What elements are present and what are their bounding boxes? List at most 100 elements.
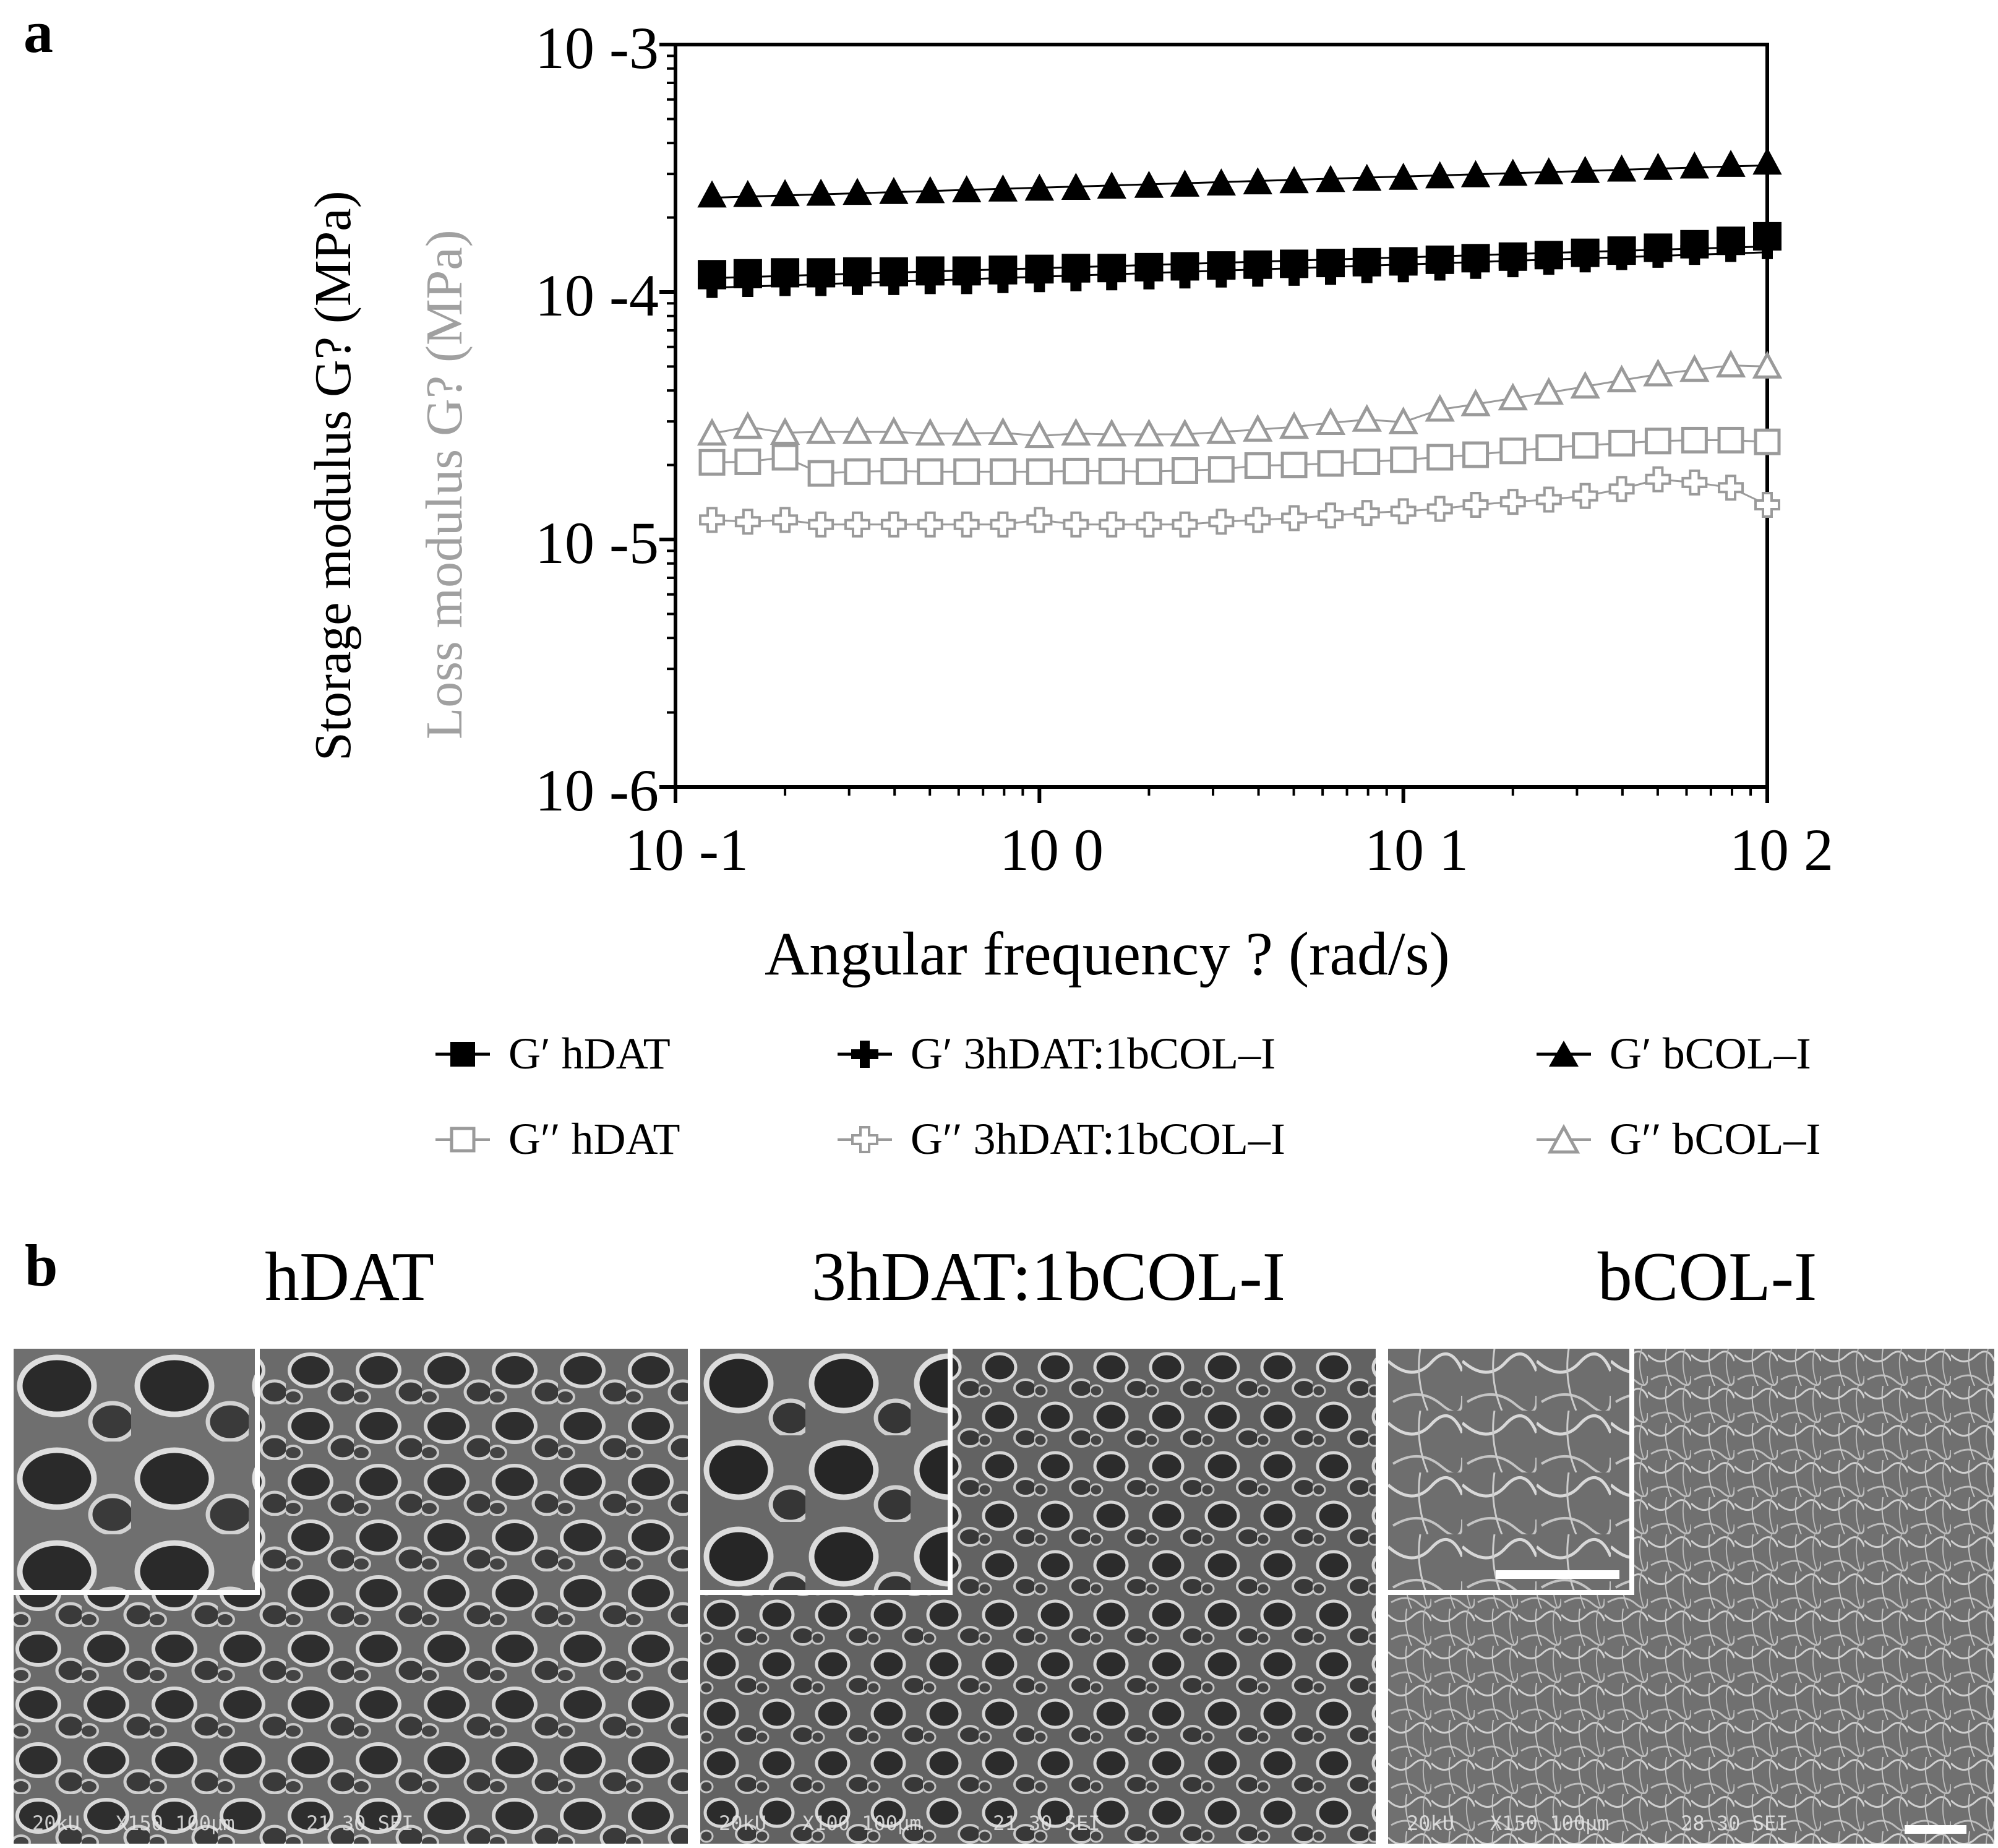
data-point-gp_col xyxy=(915,176,945,204)
data-point-gp_col xyxy=(1170,170,1200,197)
data-point-gpp_col xyxy=(1352,404,1382,432)
data-point-gp_col xyxy=(806,178,836,206)
data-point-gp_mix xyxy=(879,266,908,295)
data-point-gpp_col xyxy=(878,416,909,444)
data-point-gpp_hdat xyxy=(1717,426,1744,453)
legend-item-gpp-mix: G′′ 3hDAT:1bCOL–I xyxy=(835,1114,1285,1165)
data-point-gpp_col xyxy=(1206,416,1237,444)
data-point-gpp_hdat xyxy=(1062,457,1089,484)
data-point-gpp_hdat xyxy=(953,458,980,485)
micrograph-title-hdat: hDAT xyxy=(265,1239,434,1315)
legend-label: G′ 3hDAT:1bCOL–I xyxy=(911,1029,1276,1078)
data-point-gpp_col xyxy=(1715,350,1746,378)
data-point-gpp_hdat xyxy=(1644,428,1671,455)
data-point-gpp_hdat xyxy=(1207,456,1235,483)
data-point-gpp_hdat xyxy=(1572,432,1599,459)
data-point-gpp_col xyxy=(770,417,800,445)
data-point-gp_col xyxy=(1206,168,1236,196)
data-point-gp_mix xyxy=(1534,246,1563,275)
data-point-gp_col xyxy=(1498,158,1528,186)
sem-info-bar: 20kU X150 100μm 21 30 SEI xyxy=(32,1811,414,1835)
x-tick-label: 10 1 xyxy=(1365,817,1468,883)
data-point-gpp_col xyxy=(1315,407,1346,435)
data-point-gpp_hdat xyxy=(844,458,871,485)
x-tick-label: 10 0 xyxy=(1000,817,1104,883)
plot-frame xyxy=(674,43,1769,789)
data-point-gp_mix xyxy=(1461,250,1490,279)
data-point-gp_col xyxy=(733,179,763,207)
data-point-gp_col xyxy=(1534,157,1564,184)
x-tick-label: 10 2 xyxy=(1730,817,1833,883)
data-point-gp_mix xyxy=(915,265,945,294)
data-point-gpp_col xyxy=(1679,354,1710,382)
data-point-gp_mix xyxy=(1571,244,1600,273)
data-point-gpp_hdat xyxy=(1499,437,1527,465)
data-point-gpp_col xyxy=(1061,418,1091,446)
legend-item-gpp-hdat: G′′ hDAT xyxy=(433,1114,680,1165)
data-point-gpp_col xyxy=(915,418,945,446)
data-point-gpp_col xyxy=(1643,358,1673,387)
data-point-gpp_col xyxy=(1460,389,1491,416)
data-point-gp_mix xyxy=(1097,262,1126,291)
sem-inset-texture xyxy=(700,1349,948,1590)
data-point-gp_mix xyxy=(1061,262,1091,291)
data-point-gp_col xyxy=(1352,163,1382,191)
data-point-gpp_mix xyxy=(1754,492,1780,518)
data-point-gp_col xyxy=(1570,155,1600,183)
data-point-gp_col xyxy=(1425,161,1455,189)
micrograph-title-mix: 3hDAT:1bCOL-I xyxy=(812,1239,1285,1315)
data-point-gpp_mix xyxy=(1281,505,1308,531)
y-tick-label: 10 -6 xyxy=(535,757,659,823)
data-point-gpp_hdat xyxy=(1754,428,1781,455)
sem-info-bar: 20kU X150 100μm 28 30 SEI xyxy=(1407,1811,1788,1835)
data-point-gpp_mix xyxy=(1462,492,1489,518)
data-point-gp_mix xyxy=(1717,233,1746,262)
data-point-gpp_hdat xyxy=(1135,458,1162,485)
data-point-gp_col xyxy=(1606,154,1637,182)
data-point-gp_mix xyxy=(1280,257,1309,286)
data-point-gpp_mix xyxy=(880,511,907,538)
data-point-gpp_col xyxy=(1170,418,1200,447)
data-point-gp_col xyxy=(988,174,1018,202)
data-point-gpp_col xyxy=(1498,382,1528,411)
data-point-gpp_mix xyxy=(1208,509,1235,535)
data-point-gpp_hdat xyxy=(1608,429,1636,457)
data-point-gp_mix xyxy=(771,267,800,296)
data-point-gp_col xyxy=(1097,171,1126,199)
data-point-gp_mix xyxy=(1607,241,1636,270)
data-point-gpp_mix xyxy=(1353,500,1380,526)
data-point-gpp_hdat xyxy=(807,460,834,487)
data-point-gp_col xyxy=(879,176,909,204)
data-point-gpp_hdat xyxy=(1535,434,1563,462)
data-point-gp_col xyxy=(1388,162,1418,190)
legend-item-gp-mix: G′ 3hDAT:1bCOL–I xyxy=(835,1028,1276,1080)
data-point-gp_col xyxy=(1279,166,1309,194)
data-point-gpp_col xyxy=(1279,411,1310,439)
data-point-gp_mix xyxy=(733,269,762,298)
data-point-gp_mix xyxy=(1425,252,1454,281)
data-point-gpp_col xyxy=(951,418,982,446)
data-point-gpp_col xyxy=(1752,351,1783,379)
legend-label: G′′ bCOL–I xyxy=(1610,1114,1821,1164)
data-point-gp_col xyxy=(1716,150,1746,177)
sem-inset xyxy=(1388,1349,1634,1595)
data-point-gpp_col xyxy=(988,417,1018,445)
series-line xyxy=(711,364,1768,437)
data-point-gpp_col xyxy=(1533,377,1564,405)
sem-inset xyxy=(14,1349,260,1595)
data-point-gpp_mix xyxy=(953,511,980,538)
sem-micrograph-col: 20kU X150 100μm 28 30 SEI xyxy=(1388,1349,1994,1844)
inset-scale-bar xyxy=(1496,1570,1619,1579)
data-point-gp_col xyxy=(1679,151,1710,179)
data-point-gpp_mix xyxy=(1172,511,1198,538)
data-point-gpp_mix xyxy=(1245,507,1271,533)
data-point-gpp_mix xyxy=(1099,511,1125,538)
x-tick-label: 10 -1 xyxy=(625,817,748,883)
data-point-gp_mix xyxy=(1316,256,1345,285)
sem-info-bar: 20kU X100 100μm 21 30 SEI xyxy=(719,1811,1100,1835)
legend-marker-icon xyxy=(435,1041,490,1067)
data-point-gpp_hdat xyxy=(1317,450,1344,477)
data-point-gp_col xyxy=(1243,167,1272,195)
data-point-gpp_mix xyxy=(990,511,1016,538)
data-point-gp_mix xyxy=(952,265,981,294)
